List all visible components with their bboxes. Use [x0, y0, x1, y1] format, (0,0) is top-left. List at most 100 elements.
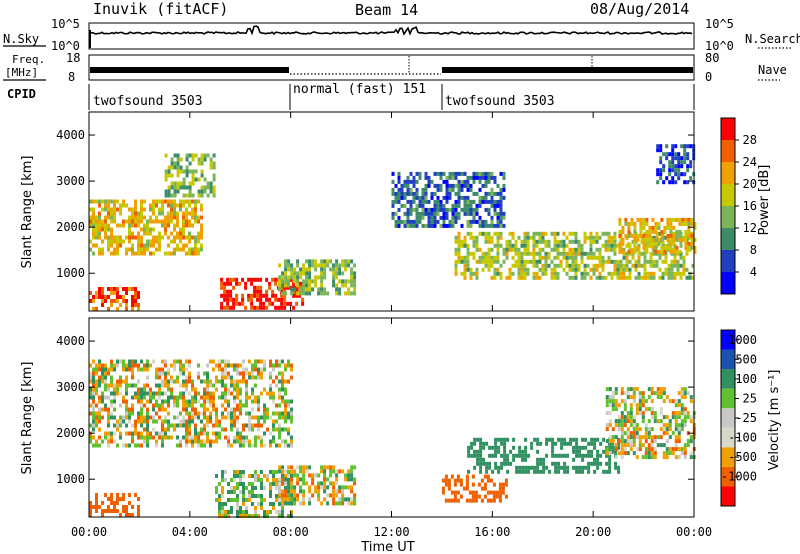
power-cells-cell [277, 297, 281, 302]
power-cells-cell [654, 229, 658, 234]
vel-cells-cell [131, 407, 134, 412]
power-cells-cell [116, 287, 119, 291]
vel-cells-cell [353, 497, 357, 502]
vel-cells-cell [632, 443, 636, 448]
vel-cells-cell [599, 461, 603, 466]
power-cells-cell [574, 271, 578, 276]
vel-cells-cell [281, 497, 285, 502]
vel-cells-cell [242, 371, 245, 376]
power-cells-cell [538, 239, 542, 244]
vel-cells-cell [104, 379, 107, 384]
vel-cells-cell [146, 367, 149, 372]
vel-cells-cell [486, 490, 490, 495]
vel-cells-cell [245, 411, 248, 416]
vel-cells-cell [248, 474, 251, 478]
power-cells-cell [583, 239, 587, 244]
power-cells-cell [256, 289, 260, 294]
power-cells-cell [292, 281, 296, 286]
vel-cells-cell [188, 371, 191, 376]
power-cells-cell [158, 239, 161, 244]
power-cells-cell [683, 180, 687, 185]
vel-cells-cell [206, 415, 209, 420]
vel-cells-cell [326, 465, 330, 470]
vel-cells-cell [254, 399, 257, 404]
power-cells-cell [107, 211, 110, 216]
vel-cells-cell [671, 451, 675, 456]
vel-cells-cell [530, 441, 534, 446]
power-cells-cell [131, 307, 134, 311]
vel-cells-cell [269, 387, 272, 392]
vel-cells-cell [251, 387, 254, 392]
power-cells-cell [107, 247, 110, 252]
power-cells-cell [284, 271, 288, 276]
vel-cells-cell [185, 375, 188, 380]
vel-cells-cell [116, 497, 119, 501]
power-cells-cell [107, 307, 110, 311]
power-cells-cell [460, 243, 464, 248]
power-cells-cell [484, 235, 488, 240]
vel-cells-cell [155, 367, 158, 372]
vel-cells-cell [167, 427, 170, 432]
power-cells-cell [499, 211, 503, 216]
power-cells-cell [305, 275, 309, 280]
power-cells-cell [122, 287, 125, 291]
power-cells-cell [553, 271, 557, 276]
vel-cells-cell [116, 387, 119, 392]
power-cells-cell [660, 245, 664, 250]
power-cells-cell [481, 267, 485, 272]
vel-cells-cell [98, 407, 101, 412]
power-cells-cell [119, 303, 122, 307]
power-cells-cell [200, 185, 204, 190]
vel-cells-cell [260, 443, 263, 448]
vel-cells-cell [98, 363, 101, 368]
power-cells-cell [188, 211, 191, 216]
vel-cells-cell [179, 419, 182, 424]
power-cells-cell [502, 175, 506, 180]
power-cells-cell [451, 171, 455, 176]
power-cells-cell [547, 251, 551, 256]
power-cells-cell [113, 215, 116, 220]
vel-cells-cell [110, 375, 113, 380]
vel-cells-cell [260, 439, 263, 444]
power-cells-cell [283, 285, 287, 290]
power-cells-cell [547, 263, 551, 268]
vel-cells-cell [251, 474, 254, 478]
power-cells-cell [686, 180, 690, 185]
vel-cells-cell [686, 415, 690, 420]
vel-cells-cell [350, 501, 354, 506]
vel-cells-cell [488, 453, 492, 458]
power-cells-cell [131, 251, 134, 256]
vel-cells-cell [521, 469, 525, 474]
vel-cells-cell [206, 375, 209, 380]
power-cells-cell [176, 185, 180, 190]
power-cells-cell [684, 221, 688, 226]
power-cells-cell [568, 263, 572, 268]
vel-cells-cell [620, 423, 624, 428]
power-cells-cell [436, 183, 440, 188]
vel-cells-cell [611, 439, 615, 444]
power-cells-cell [670, 263, 674, 268]
vel-cells-cell [560, 453, 564, 458]
power-cells-cell [98, 291, 101, 295]
vel-cells-cell [107, 383, 110, 388]
power-cells-cell [98, 219, 101, 224]
vel-cells-cell [248, 395, 251, 400]
power-cells-cell [445, 175, 449, 180]
power-cells-cell [412, 199, 416, 204]
power-cells-cell [565, 251, 569, 256]
vel-cells-cell [605, 395, 609, 400]
vel-cells-cell [146, 439, 149, 444]
vel-cells-cell [596, 449, 600, 454]
power-cells-cell [496, 231, 500, 236]
power-cells-cell [335, 275, 339, 280]
vel-cells-cell [611, 403, 615, 408]
vel-cells-cell [278, 431, 281, 436]
power-cells-cell [134, 299, 137, 303]
vel-cells-cell [230, 363, 233, 368]
vel-cells-cell [92, 443, 95, 448]
vel-cells-cell [638, 407, 642, 412]
vel-cells-cell [149, 363, 152, 368]
vel-cells-cell [119, 379, 122, 384]
vel-cells-cell [107, 419, 110, 424]
power-cells-cell [655, 235, 659, 240]
